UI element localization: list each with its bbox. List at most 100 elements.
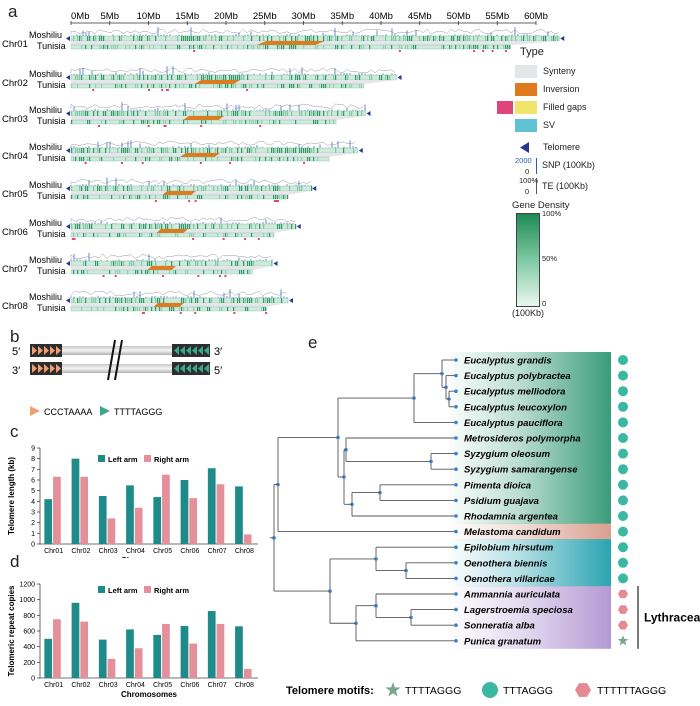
gene-density-stripe xyxy=(73,298,75,303)
tunisia-bar xyxy=(70,44,511,50)
gene-density-stripe xyxy=(235,261,237,266)
ttaggg-circle-icon xyxy=(618,448,628,459)
ttttttaggg-hexagon-icon xyxy=(618,605,628,614)
gene-density-stripe xyxy=(151,148,153,153)
gene-density-stripe xyxy=(175,84,177,88)
gene-density-stripe xyxy=(71,84,73,88)
gene-density-stripe xyxy=(359,75,361,80)
bar-left-arm xyxy=(207,468,216,544)
gene-density-stripe xyxy=(133,36,135,41)
bar-right-arm xyxy=(107,518,116,544)
gene-density-stripe xyxy=(77,270,79,274)
gene-density-stripe xyxy=(123,195,125,199)
gene-density-stripe xyxy=(297,36,299,41)
gene-density-stripe xyxy=(73,270,75,274)
gene-density-stripe xyxy=(325,75,327,80)
gene-density-stripe xyxy=(83,148,85,153)
bar-left-arm xyxy=(207,611,216,678)
gene-density-stripe xyxy=(121,120,123,124)
gene-density-stripe xyxy=(237,233,239,237)
gene-density-stripe xyxy=(83,224,85,229)
gene-density-stripe xyxy=(215,261,217,266)
filled-gap-mark xyxy=(222,238,225,240)
motif1-label: CCCTAAAA xyxy=(44,407,92,417)
panel-label-a: a xyxy=(8,2,18,21)
bar-left-arm xyxy=(126,485,134,544)
gene-density-stripe xyxy=(221,186,223,191)
gene-density-stripe xyxy=(305,148,307,153)
gene-density-stripe xyxy=(291,84,293,88)
gene-density-stripe xyxy=(161,45,163,49)
gene-density-stripe xyxy=(235,233,237,237)
gene-density-stripe xyxy=(269,157,271,161)
telomere-right-icon xyxy=(358,148,363,153)
gene-density-stripe xyxy=(167,186,169,191)
gene-density-stripe xyxy=(79,75,81,80)
scale-tick-label: 40Mb xyxy=(369,11,393,22)
gene-density-stripe xyxy=(217,84,219,88)
gene-density-stripe xyxy=(251,148,253,153)
ttttaggg-arrow xyxy=(198,346,203,355)
x-tick-label: Chr06 xyxy=(180,548,199,555)
gene-density-stripe xyxy=(207,111,209,116)
gene-density-stripe xyxy=(411,45,413,49)
genome-label-top: Moshiliu xyxy=(29,30,62,40)
scale-tick-label: 35Mb xyxy=(330,11,354,22)
gene-density-stripe xyxy=(223,298,225,303)
legend-circle-icon xyxy=(482,682,498,698)
panel-c-chart: 0 1 2 3 4 5 6 7 8 9 Chr01 Chr02 Chr03 Chr04 Chr05 Chr06… xyxy=(7,446,258,558)
gene-density-stripe xyxy=(115,186,117,191)
gene-density-stripe xyxy=(237,298,239,303)
gene-density-stripe xyxy=(251,120,253,124)
gene-density-stripe xyxy=(399,36,401,41)
telomere-right-icon xyxy=(397,75,402,80)
gene-density-stripe xyxy=(219,307,221,311)
gene-density-stripe xyxy=(305,111,307,116)
gene-density-stripe xyxy=(109,298,111,303)
gene-density-stripe xyxy=(201,120,203,124)
gene-density-stripe xyxy=(433,36,435,41)
gene-density-stripe xyxy=(151,261,153,266)
y-tick-label: 3 xyxy=(31,510,35,517)
gene-density-stripe xyxy=(143,45,145,49)
gene-density-stripe xyxy=(273,111,275,116)
gene-density-stripe xyxy=(251,261,253,266)
gene-density-stripe xyxy=(279,111,281,116)
gene-density-stripe xyxy=(85,195,87,199)
gene-density-stripe xyxy=(237,75,239,80)
gene-density-stripe xyxy=(139,45,141,49)
gene-density-stripe xyxy=(317,36,319,41)
gene-density-stripe xyxy=(247,307,249,311)
gene-density-stripe xyxy=(205,75,207,80)
gene-density-stripe xyxy=(99,195,101,199)
gene-density-stripe xyxy=(307,157,309,161)
gene-density-stripe xyxy=(255,224,257,229)
gene-density-stripe xyxy=(289,148,291,153)
telomere-left-icon xyxy=(66,298,70,303)
gene-density-stripe xyxy=(133,75,135,80)
gene-density-stripe xyxy=(225,195,227,199)
gene-density-stripe xyxy=(147,270,149,274)
legend-label: Left arm xyxy=(108,455,138,464)
gene-density-stripe xyxy=(147,186,149,191)
gene-density-stripe xyxy=(251,233,253,237)
gene-density-stripe xyxy=(271,298,273,303)
filled-gap-mark xyxy=(147,125,150,127)
gene-density-stripe xyxy=(159,120,161,124)
gene-density-stripe xyxy=(235,84,237,88)
gene-density-stripe xyxy=(509,45,511,49)
gene-density-stripe xyxy=(359,45,361,49)
gene-density-stripe xyxy=(93,186,95,191)
gene-density-stripe xyxy=(215,36,217,41)
gene-density-stripe xyxy=(155,298,157,303)
gene-density-stripe xyxy=(291,75,293,80)
gene-density-stripe xyxy=(291,224,293,229)
gene-density-stripe xyxy=(103,75,105,80)
te-density-line xyxy=(70,103,364,110)
bar-left-arm xyxy=(98,496,107,544)
gene-density-stripe xyxy=(505,36,507,41)
gene-density-stripe xyxy=(199,45,201,49)
gene-density-stripe xyxy=(151,186,153,191)
ttaggg-circle-icon xyxy=(618,370,628,381)
gene-density-stripe xyxy=(209,75,211,80)
